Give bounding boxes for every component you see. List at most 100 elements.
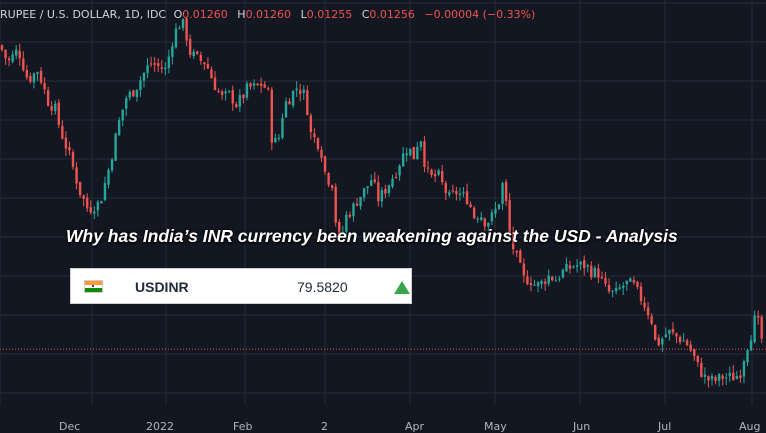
candle-body	[174, 28, 178, 48]
candle	[611, 290, 614, 298]
candle	[284, 97, 288, 118]
candle	[259, 77, 263, 93]
candle-body	[540, 280, 543, 284]
candle-body	[462, 192, 465, 194]
candle	[132, 89, 135, 98]
candle	[622, 282, 625, 296]
candle	[128, 89, 131, 101]
candle	[575, 259, 579, 273]
candle-body	[451, 190, 455, 192]
candle-body	[103, 183, 107, 201]
x-tick-label: 2	[321, 420, 328, 433]
candle	[504, 179, 508, 207]
candle	[419, 140, 423, 151]
candle	[760, 314, 763, 344]
candle	[295, 81, 298, 98]
candle-body	[39, 70, 43, 83]
candle	[732, 365, 735, 381]
candle	[590, 261, 593, 280]
ohlc-legend: RUPEE / U.S. DOLLAR, 1D, IDC O0.01260 H0…	[0, 8, 541, 21]
candle-body	[259, 83, 263, 86]
candle	[579, 260, 582, 271]
candle	[78, 181, 82, 198]
candle	[238, 89, 242, 113]
candle-body	[160, 67, 163, 69]
candle-body	[749, 340, 753, 351]
candle-body	[171, 46, 174, 57]
candle	[451, 184, 455, 194]
candle	[444, 180, 447, 201]
candle	[568, 260, 572, 274]
candle-body	[614, 287, 618, 292]
candle	[82, 194, 85, 207]
candle	[142, 72, 146, 88]
candle-body	[199, 54, 202, 61]
candle-body	[316, 138, 320, 150]
candle-body	[277, 137, 281, 139]
candles	[0, 16, 763, 388]
candle	[362, 188, 366, 202]
legend-symbol: RUPEE / U.S. DOLLAR, 1D, IDC	[0, 8, 167, 21]
candle-body	[433, 174, 437, 177]
candle-body	[536, 282, 540, 287]
candle-body	[242, 94, 245, 99]
candle	[480, 211, 483, 222]
candle-body	[394, 176, 398, 178]
candle-body	[306, 90, 309, 115]
candle-body	[515, 250, 518, 253]
candle	[196, 50, 199, 56]
candle	[323, 155, 327, 175]
candle	[565, 257, 568, 272]
candle-body	[377, 182, 380, 202]
candle	[313, 128, 316, 143]
candle	[685, 338, 689, 347]
candle	[199, 51, 202, 65]
candle	[213, 70, 217, 91]
candle-body	[128, 91, 131, 98]
candle	[217, 88, 220, 94]
candle-body	[256, 83, 259, 86]
candle	[604, 272, 607, 287]
candle	[416, 142, 419, 160]
candle-body	[416, 146, 419, 160]
candle-body	[110, 159, 114, 171]
candle-body	[487, 222, 490, 227]
candle-body	[249, 83, 252, 87]
candle-body	[43, 82, 46, 90]
candle-body	[7, 58, 11, 61]
candle-body	[398, 165, 401, 176]
candle	[117, 117, 121, 136]
candle	[242, 93, 245, 104]
candle-body	[188, 38, 192, 55]
candle-body	[224, 91, 227, 94]
candle-body	[213, 77, 217, 91]
candle-body	[323, 156, 327, 172]
candle	[714, 375, 717, 385]
candle-body	[742, 361, 746, 377]
candle-body	[607, 284, 611, 292]
ticker-widget[interactable]: USDINR 79.5820	[70, 268, 412, 304]
candle	[646, 302, 650, 320]
candle-body	[508, 200, 511, 234]
candle-body	[448, 192, 451, 195]
candle	[263, 81, 266, 89]
candle-body	[18, 50, 21, 59]
candle-body	[157, 63, 160, 66]
candle	[224, 88, 227, 101]
candle-body	[29, 75, 32, 82]
candle-body	[50, 106, 53, 111]
candle-body	[206, 64, 210, 69]
candle-body	[82, 195, 85, 199]
candle	[703, 367, 707, 384]
candle-body	[71, 152, 75, 167]
candle	[203, 61, 206, 70]
candle-body	[561, 269, 565, 278]
candle-body	[604, 278, 607, 284]
candle-body	[664, 334, 668, 337]
candle-body	[732, 372, 735, 381]
candle	[327, 172, 330, 188]
candle	[267, 86, 270, 91]
candle-body	[167, 56, 171, 68]
candle-body	[352, 203, 355, 217]
